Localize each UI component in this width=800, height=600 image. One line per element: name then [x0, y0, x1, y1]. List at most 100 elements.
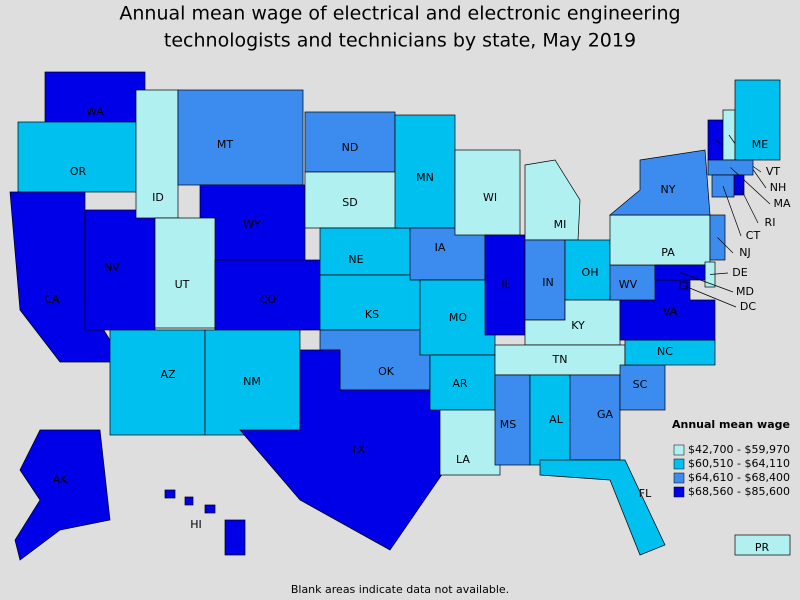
- legend-swatch: [673, 444, 685, 456]
- state-label: NE: [348, 253, 363, 266]
- state-shape: [239, 349, 446, 551]
- state-shape: [109, 329, 206, 436]
- callout-line: [738, 184, 759, 224]
- legend-title: Annual mean wage: [672, 418, 790, 431]
- state-label: MA: [773, 197, 790, 210]
- title-line: Annual mean wage of electrical and elect…: [119, 3, 680, 25]
- callout-line: [730, 167, 771, 205]
- us-map: WA OR CA NV ID MT WY UT CO AZ NM ND SD NE KS OK TX MN IA MO…: [9, 71, 791, 561]
- legend-label: $42,700 - $59,970: [688, 443, 790, 456]
- callout-line: [717, 237, 734, 254]
- state-shape: [14, 429, 111, 561]
- state-shape: [224, 519, 246, 556]
- state-shape: [494, 344, 626, 376]
- state-label: OK: [378, 365, 395, 378]
- state-label: ME: [752, 138, 768, 151]
- state-shape: [44, 71, 146, 123]
- state-label: IA: [435, 241, 446, 254]
- state-label: VT: [766, 165, 781, 178]
- state-shape: [177, 89, 304, 186]
- state-shape: [319, 274, 421, 331]
- state-label: DE: [732, 266, 747, 279]
- state-shape: [199, 184, 306, 261]
- state-label: PR: [755, 541, 770, 554]
- state-shape: [184, 496, 194, 506]
- state-shape: [214, 259, 321, 331]
- state-label: NM: [243, 375, 261, 388]
- state-shape: [394, 114, 456, 229]
- state-label: AR: [452, 377, 468, 390]
- footnote: Blank areas indicate data not available.: [291, 583, 509, 596]
- state-shape: [609, 214, 711, 266]
- callout-line: [679, 272, 734, 293]
- legend-swatch: [673, 458, 685, 470]
- title-line: technologists and technicians by state, …: [164, 30, 636, 52]
- state-label: OR: [70, 165, 87, 178]
- state-label: MI: [554, 218, 567, 231]
- state-shape: [204, 504, 216, 514]
- state-label: GA: [597, 408, 614, 421]
- state-label: WA: [86, 105, 104, 118]
- state-label: TN: [552, 353, 568, 366]
- state-label: AL: [549, 413, 564, 426]
- state-label: AZ: [160, 368, 176, 381]
- state-label: IN: [542, 276, 553, 289]
- state-label: WI: [483, 191, 497, 204]
- state-label: IL: [501, 278, 511, 291]
- state-shape: [609, 149, 711, 216]
- state-label: VA: [663, 305, 678, 318]
- state-shape: [439, 409, 501, 476]
- state-label: LA: [456, 453, 470, 466]
- state-shape: [319, 227, 411, 276]
- legend: Annual mean wage $42,700 - $59,970$60,51…: [672, 418, 790, 498]
- state-label: CT: [746, 229, 761, 242]
- state-label: RI: [765, 216, 776, 229]
- state-label: SC: [633, 378, 648, 391]
- state-label: ID: [152, 191, 164, 204]
- state-label: NH: [770, 181, 787, 194]
- state-shape: [734, 534, 791, 556]
- state-label: MT: [217, 138, 233, 151]
- state-shape: [154, 217, 216, 329]
- legend-label: $68,560 - $85,600: [688, 485, 790, 498]
- state-label: MO: [449, 311, 467, 324]
- state-label: WY: [243, 218, 261, 231]
- state-shape: [84, 209, 156, 331]
- state-label: CO: [260, 293, 277, 306]
- state-label: MS: [500, 418, 516, 431]
- state-label: OH: [582, 266, 599, 279]
- state-shape: [564, 239, 611, 301]
- state-label: TX: [350, 443, 366, 456]
- state-shape: [524, 159, 581, 241]
- state-shape: [569, 374, 621, 461]
- state-label: UT: [175, 278, 190, 291]
- state-shape: [409, 227, 486, 281]
- state-shape: [624, 339, 716, 366]
- state-label: KY: [571, 319, 585, 332]
- state-label: NY: [661, 183, 676, 196]
- state-label: DC: [740, 300, 756, 313]
- state-label: KS: [365, 308, 379, 321]
- state-label: MN: [416, 171, 434, 184]
- state-shape: [609, 264, 656, 301]
- state-shape: [204, 329, 301, 436]
- state-label: NC: [657, 345, 673, 358]
- state-label: FL: [639, 487, 652, 500]
- state-label: WV: [619, 278, 638, 291]
- state-label: NJ: [739, 246, 750, 259]
- state-shape: [539, 459, 666, 556]
- callout-line: [709, 272, 729, 275]
- legend-label: $64,610 - $68,400: [688, 471, 790, 484]
- state-label: SD: [342, 196, 357, 209]
- state-shape: [529, 374, 571, 466]
- state-label: ND: [342, 141, 359, 154]
- state-shape: [304, 171, 406, 229]
- state-shape: [484, 234, 526, 336]
- state-shape: [164, 489, 176, 499]
- state-label: AK: [53, 473, 69, 486]
- legend-swatch: [673, 486, 685, 498]
- state-label: HI: [190, 518, 202, 531]
- state-label: CA: [44, 293, 60, 306]
- state-label: PA: [661, 246, 675, 259]
